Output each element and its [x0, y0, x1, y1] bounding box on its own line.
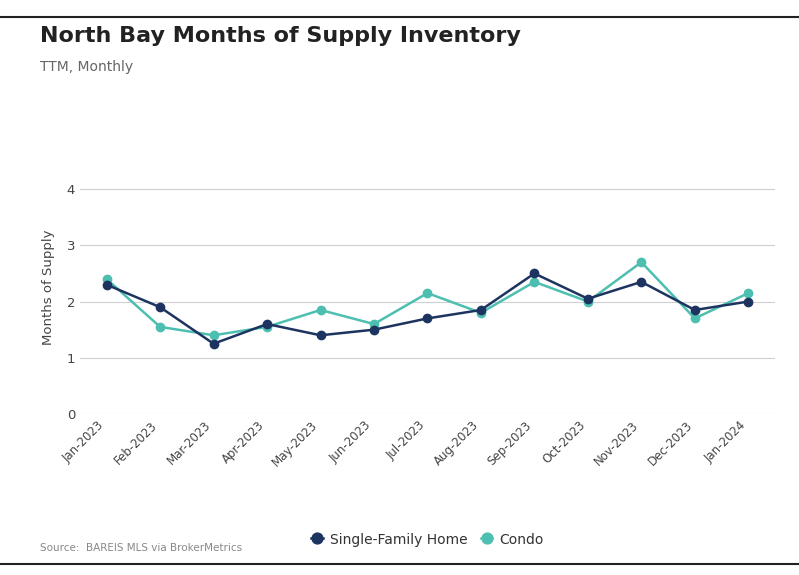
Condo [155, 323, 165, 330]
Condo [101, 275, 111, 282]
Y-axis label: Months of Supply: Months of Supply [42, 230, 55, 345]
Single-Family Home [209, 340, 218, 347]
Single-Family Home [369, 326, 379, 333]
Text: Source:  BAREIS MLS via BrokerMetrics: Source: BAREIS MLS via BrokerMetrics [40, 543, 242, 553]
Condo [530, 278, 539, 285]
Condo [369, 321, 379, 328]
Single-Family Home [744, 298, 753, 305]
Condo [637, 259, 646, 266]
Single-Family Home [423, 315, 432, 322]
Single-Family Home [101, 281, 111, 288]
Single-Family Home [690, 306, 700, 313]
Legend: Single-Family Home, Condo: Single-Family Home, Condo [306, 527, 549, 553]
Condo [423, 290, 432, 297]
Single-Family Home [583, 296, 593, 302]
Single-Family Home [155, 304, 165, 310]
Condo [316, 306, 325, 313]
Single-Family Home [262, 321, 272, 328]
Condo [744, 290, 753, 297]
Single-Family Home [316, 332, 325, 339]
Text: TTM, Monthly: TTM, Monthly [40, 60, 133, 74]
Text: North Bay Months of Supply Inventory: North Bay Months of Supply Inventory [40, 26, 521, 46]
Line: Condo: Condo [102, 258, 753, 339]
Condo [209, 332, 218, 339]
Condo [690, 315, 700, 322]
Line: Single-Family Home: Single-Family Home [102, 269, 753, 348]
Single-Family Home [637, 278, 646, 285]
Condo [262, 323, 272, 330]
Condo [476, 309, 486, 316]
Single-Family Home [530, 270, 539, 277]
Condo [583, 298, 593, 305]
Single-Family Home [476, 306, 486, 313]
